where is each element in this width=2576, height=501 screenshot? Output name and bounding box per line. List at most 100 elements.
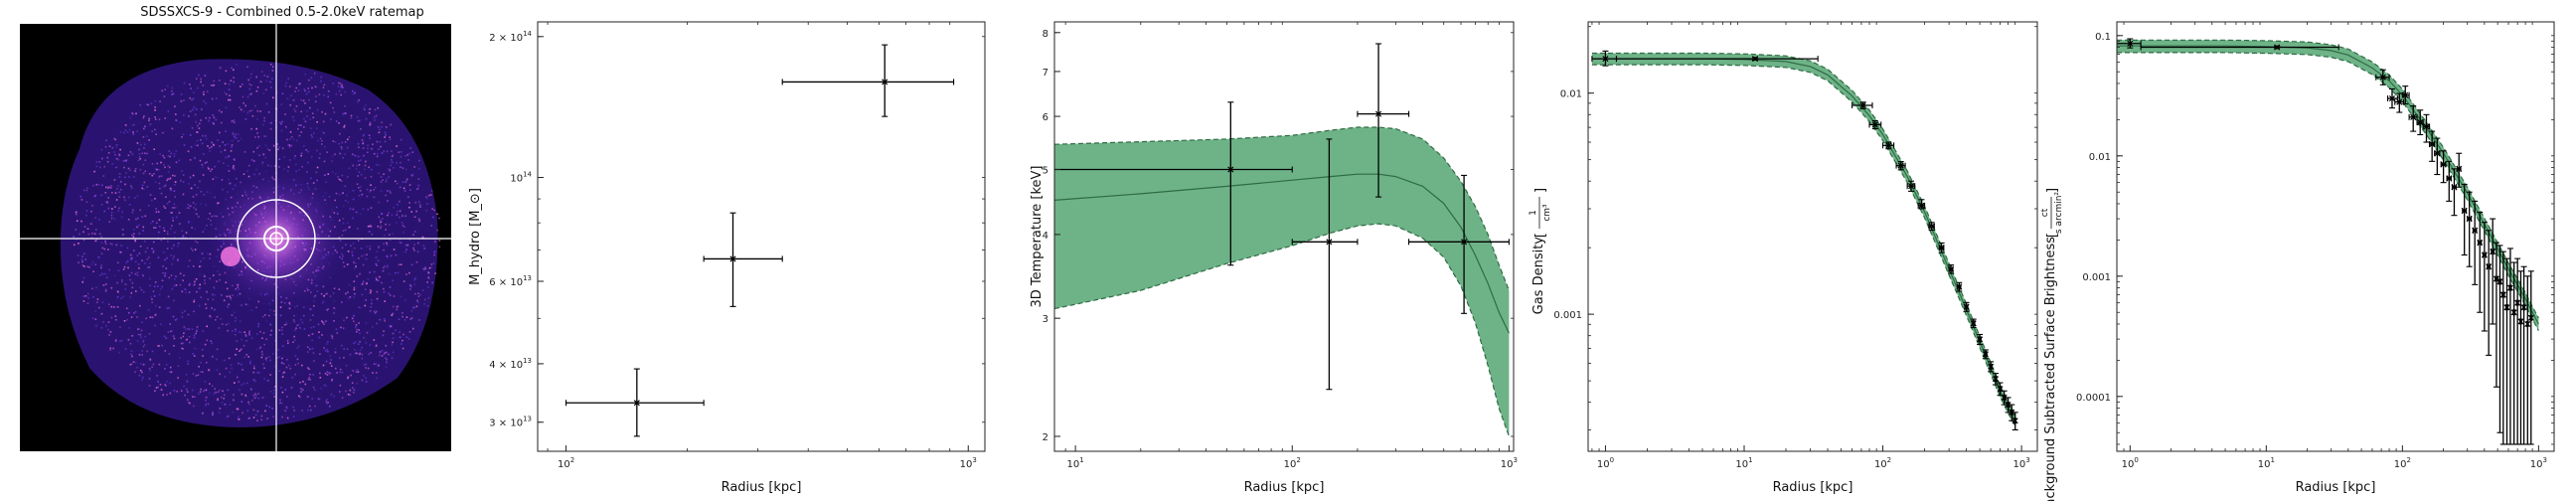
ratemap-photon	[142, 341, 144, 343]
ratemap-photon	[105, 201, 107, 203]
ratemap-photon	[422, 237, 424, 239]
ratemap-photon	[252, 160, 255, 162]
ratemap-photon	[397, 182, 399, 185]
ratemap-photon	[370, 290, 373, 292]
ratemap-photon	[131, 256, 133, 259]
ratemap-photon	[199, 371, 202, 373]
ratemap-photon	[385, 229, 387, 231]
ratemap-photon	[256, 371, 259, 374]
ratemap-photon	[282, 372, 284, 375]
ratemap-photon	[130, 350, 133, 353]
data-point	[1970, 318, 1977, 329]
ratemap-photon	[310, 409, 312, 412]
data-point	[1881, 141, 1895, 150]
ratemap-photon	[220, 151, 223, 153]
ratemap-photon	[141, 187, 143, 190]
ratemap-photon	[365, 299, 367, 301]
ratemap-photon	[117, 158, 119, 161]
ratemap-photon	[234, 316, 237, 319]
ratemap-photon	[128, 327, 130, 329]
ratemap-photon	[130, 291, 133, 294]
ratemap-photon	[193, 336, 196, 339]
ratemap-photon	[309, 118, 311, 120]
ratemap-photon	[377, 153, 379, 155]
data-point	[1988, 361, 1995, 373]
ratemap-photon	[230, 298, 233, 301]
ratemap-photon	[139, 168, 142, 171]
ratemap-photon	[256, 86, 259, 88]
ratemap-photon	[353, 247, 356, 250]
ratemap-photon	[411, 174, 413, 177]
ratemap-photon	[154, 99, 157, 102]
ratemap-photon	[363, 141, 365, 143]
ratemap-photon	[368, 111, 371, 114]
ratemap-photon	[152, 290, 155, 292]
ratemap-photon	[177, 259, 179, 261]
ratemap-photon	[143, 188, 145, 190]
ratemap-photon	[346, 348, 349, 350]
ratemap-photon	[289, 85, 291, 87]
ratemap-photon	[360, 159, 362, 161]
plot-area	[538, 22, 985, 451]
ratemap-photon	[100, 242, 103, 244]
ratemap-photon	[255, 397, 257, 399]
ratemap-photon	[347, 376, 350, 378]
ratemap-photon	[272, 416, 274, 418]
ratemap-photon	[242, 344, 245, 347]
ratemap-photon	[154, 390, 156, 392]
ratemap-photon	[264, 88, 267, 91]
ratemap-photon	[378, 364, 380, 367]
ratemap-photon	[151, 130, 153, 132]
ratemap-photon	[360, 128, 362, 130]
ratemap-photon	[242, 412, 243, 415]
ratemap-photon	[110, 214, 113, 217]
ratemap-photon	[120, 339, 123, 342]
ratemap-photon	[294, 339, 296, 341]
ratemap-photon	[244, 333, 247, 336]
ratemap-photon	[222, 188, 224, 191]
ratemap-photon	[343, 112, 345, 115]
ratemap-photon	[104, 241, 106, 244]
ratemap-photon	[389, 136, 391, 138]
ratemap-photon	[136, 254, 139, 256]
ratemap-photon	[393, 295, 396, 297]
ratemap-photon	[382, 334, 385, 337]
ratemap-photon	[323, 347, 325, 349]
ratemap-photon	[186, 338, 188, 341]
ratemap-photon	[368, 353, 370, 356]
ratemap-photon	[402, 167, 404, 169]
ratemap-photon	[102, 284, 105, 286]
ratemap-photon	[256, 333, 258, 335]
ratemap-photon	[293, 119, 295, 121]
ratemap-photon	[183, 144, 186, 146]
ratemap-photon	[202, 166, 204, 169]
point-marker	[729, 255, 736, 262]
ratemap-photon	[219, 145, 221, 147]
ratemap-photon	[182, 348, 184, 350]
ratemap-photon	[358, 119, 361, 122]
ratemap-photon	[393, 249, 396, 250]
ratemap-photon	[419, 206, 421, 208]
ratemap-photon	[278, 370, 281, 372]
ratemap-photon	[336, 332, 339, 334]
ratemap-photon	[326, 402, 328, 405]
y-tick-label: 4	[1043, 231, 1048, 242]
ratemap-photon	[114, 206, 116, 208]
ratemap-photon	[383, 173, 385, 175]
point-marker	[2388, 95, 2395, 102]
ratemap-photon	[269, 309, 271, 311]
ratemap-photon	[321, 143, 323, 145]
ratemap-photon	[99, 274, 101, 276]
ratemap-photon	[173, 285, 175, 287]
ratemap-photon	[240, 331, 242, 334]
ratemap-photon	[112, 347, 114, 350]
ratemap-photon	[130, 363, 133, 366]
ratemap-photon	[280, 103, 283, 105]
ratemap-photon	[379, 351, 382, 353]
ratemap-photon	[363, 336, 365, 339]
ratemap-photon	[205, 403, 208, 406]
ratemap-photon	[140, 329, 143, 332]
ratemap-photon	[313, 389, 316, 392]
ratemap-photon	[281, 92, 284, 95]
ratemap-photon	[219, 80, 221, 82]
